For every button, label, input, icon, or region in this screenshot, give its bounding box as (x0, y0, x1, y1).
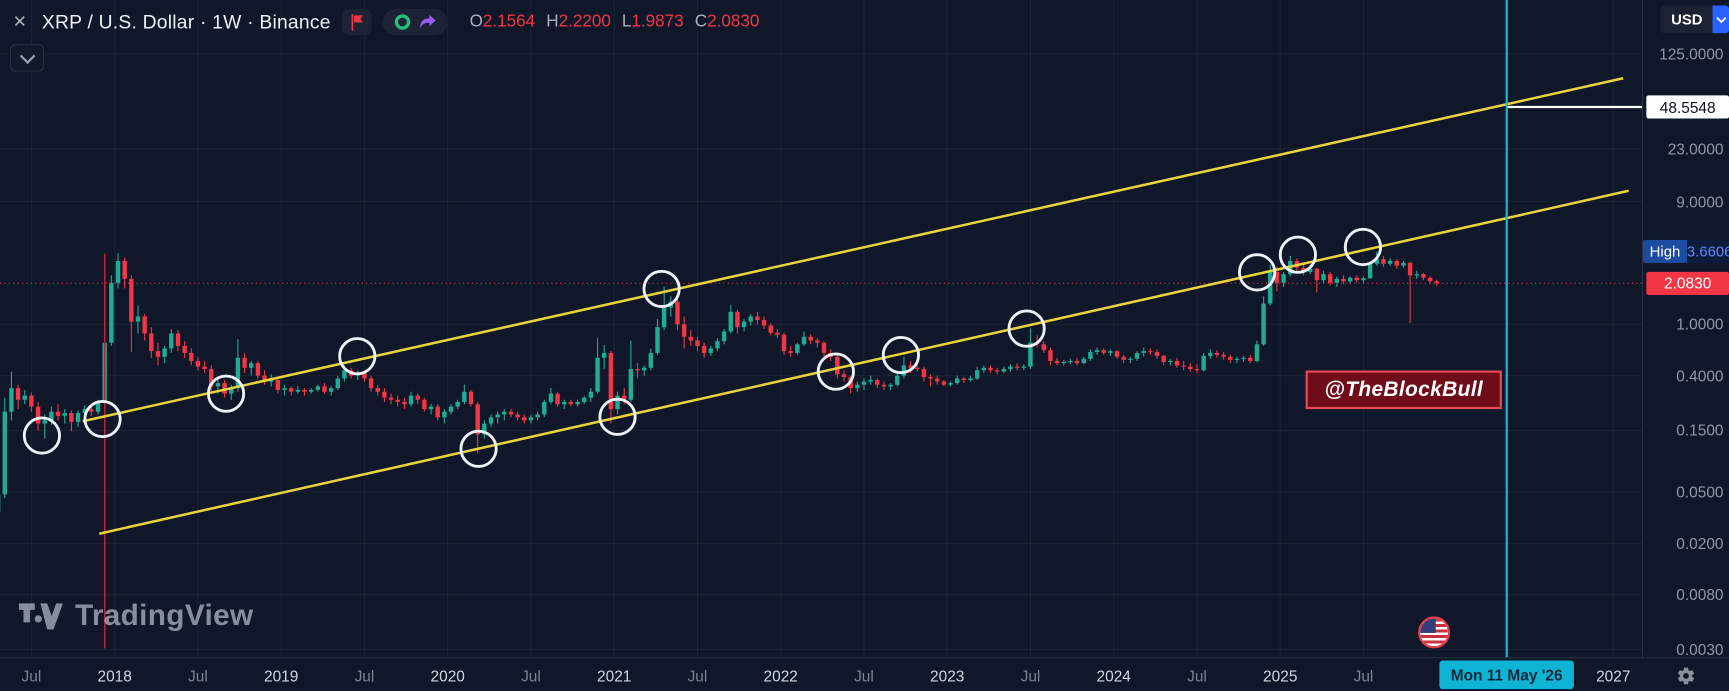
watermark-text: TradingView (74, 598, 254, 632)
symbol-title[interactable]: XRP / U.S. Dollar · 1W · Binance (41, 10, 331, 33)
us-flag-event-icon[interactable] (1418, 616, 1451, 649)
price-tick-label: 9.0000 (1676, 192, 1724, 211)
axis-corner (1642, 658, 1729, 691)
channel-touch-circle[interactable] (881, 335, 920, 375)
tradingview-watermark: TradingView (18, 598, 254, 633)
price-tick-label: 0.0500 (1676, 483, 1724, 501)
channel-touch-circle[interactable] (338, 337, 377, 376)
flag-canton (1420, 618, 1436, 633)
ohlc-pair: H 2.2200 (546, 12, 611, 32)
time-tick-label: 2024 (1096, 666, 1131, 685)
channel-touch-circle[interactable] (1278, 235, 1317, 274)
time-tick-label: Jul (1187, 666, 1207, 685)
time-tick-label: Jul (21, 666, 42, 685)
drawing-level-badge[interactable]: 48.5548 (1646, 95, 1729, 119)
ohlc-key: L (621, 12, 632, 31)
channel-touch-circle[interactable] (459, 429, 498, 468)
channel-touch-circle[interactable] (22, 416, 61, 455)
ohlc-pair: O 2.1564 (470, 12, 536, 32)
time-tick-label: Jul (188, 666, 208, 685)
time-tick-label: Jul (854, 666, 874, 685)
last-price-badge: 2.0830 (1646, 271, 1729, 295)
ideas-pill[interactable] (382, 8, 448, 36)
chart-legend: × XRP / U.S. Dollar · 1W · Binance O 2.15… (9, 8, 760, 37)
ohlc-values: O 2.1564 H 2.2200 L 1.9873 C 2.0830 (470, 12, 760, 32)
flag-button[interactable] (341, 8, 372, 36)
chevron-down-icon (19, 48, 35, 65)
price-tick-label: 23.0000 (1667, 139, 1724, 158)
high-label: High (1643, 240, 1687, 264)
channel-touch-circle[interactable] (1007, 309, 1046, 348)
green-circle-icon (394, 14, 411, 30)
grid-layer (0, 0, 1642, 658)
price-tick-label: 1.0000 (1676, 315, 1724, 334)
channel-touch-circle[interactable] (83, 399, 122, 439)
ohlc-value: 2.0830 (707, 12, 760, 31)
price-axis[interactable]: 48.5548 High 3.6606 2.0830 125.0000 23.00… (1641, 0, 1729, 659)
channel-touch-circle[interactable] (816, 352, 855, 391)
time-tick-label: 2023 (930, 666, 965, 685)
time-tick-label: 2027 (1596, 666, 1631, 685)
ohlc-value: 1.9873 (631, 12, 684, 31)
price-tick-label: 0.0200 (1676, 534, 1724, 553)
author-label[interactable]: @TheBlockBull (1305, 370, 1502, 410)
channel-touch-circle[interactable] (642, 269, 681, 308)
channel-line-lower[interactable] (98, 189, 1629, 535)
close-icon[interactable]: × (13, 9, 27, 35)
time-tick-label: 2019 (264, 666, 299, 685)
channel-touch-circle[interactable] (206, 374, 246, 413)
candlestick-series (0, 251, 1439, 513)
ohlc-pair: C 2.0830 (695, 12, 760, 32)
time-tick-label: Jul (687, 666, 708, 685)
ohlc-value: 2.1564 (482, 12, 536, 31)
price-tick-label: 0.1500 (1676, 421, 1724, 440)
ohlc-value: 2.2200 (558, 12, 611, 31)
tradingview-logo-icon (18, 602, 63, 629)
time-tick-label: 2020 (430, 666, 465, 685)
currency-dropdown-icon[interactable] (1712, 5, 1729, 34)
price-tick-label: 125.0000 (1659, 45, 1724, 63)
time-tick-label: 2025 (1263, 666, 1298, 685)
price-tick-label: 0.4000 (1676, 366, 1724, 385)
legend-collapse-button[interactable] (9, 44, 45, 72)
share-icon (419, 14, 436, 29)
ohlc-key: C (694, 12, 708, 31)
high-value: 3.6606 (1686, 240, 1729, 264)
channel-touch-circle[interactable] (1238, 253, 1277, 292)
time-tick-label: 2022 (763, 666, 798, 685)
time-tick-label: Jul (1353, 666, 1374, 685)
settings-gear-icon[interactable] (1676, 665, 1696, 685)
price-tick-label: 0.0080 (1676, 585, 1724, 604)
time-tick-label: Jul (1020, 666, 1041, 685)
channel-line-upper[interactable] (82, 77, 1624, 423)
time-tick-label: 2018 (97, 666, 132, 685)
price-tick-label: 0.0030 (1676, 640, 1724, 659)
channel-touch-circle[interactable] (1343, 227, 1383, 267)
time-tick-label: 2021 (597, 666, 632, 685)
flag-icon (351, 13, 363, 31)
currency-label: USD (1661, 5, 1713, 34)
time-tick-label: Jul (521, 666, 541, 685)
ohlc-key: H (546, 12, 559, 31)
ohlc-pair: L 1.9873 (622, 12, 684, 32)
high-price-badge: High 3.6606 (1643, 240, 1729, 264)
currency-unit-button[interactable]: USD (1661, 5, 1729, 34)
ohlc-key: O (469, 12, 483, 31)
time-axis[interactable]: Mon 11 May '26 Jul 2018 Jul 2019 Jul 2020 Jul 2… (0, 657, 1729, 691)
time-tick-label: Jul (354, 666, 375, 685)
channel-touch-circle[interactable] (598, 397, 637, 436)
event-date-badge[interactable]: Mon 11 May '26 (1439, 660, 1574, 690)
